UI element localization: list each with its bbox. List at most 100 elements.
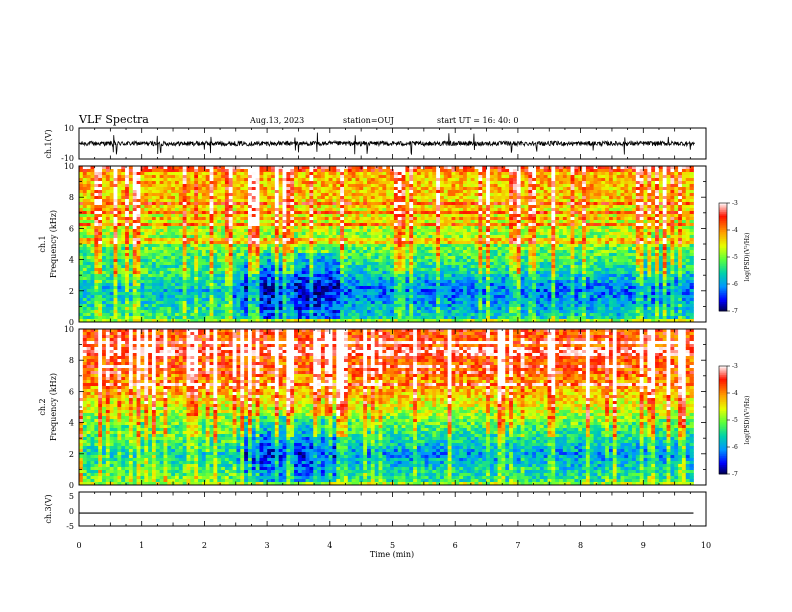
spectrogram-cell <box>159 298 164 302</box>
spectrogram-cell <box>163 301 168 305</box>
spectrogram-cell <box>186 316 191 320</box>
spectrogram-cell <box>155 298 161 302</box>
spectrogram-cell <box>313 253 318 257</box>
spectrogram-cell <box>213 268 218 272</box>
spectrogram-cell <box>432 223 437 227</box>
spectrogram-cell <box>436 238 441 242</box>
spectrogram-cell <box>155 211 161 215</box>
spectrogram-cell <box>144 259 149 263</box>
spectrogram-cell <box>432 316 437 320</box>
spectrogram-cell <box>305 229 310 233</box>
spectrogram-cell <box>370 289 376 293</box>
spectrogram-cell <box>351 223 356 227</box>
spectrogram-cell <box>401 190 406 194</box>
spectrogram-cell <box>328 199 333 203</box>
spectrogram-cell <box>213 196 218 200</box>
spectrogram-cell <box>105 301 111 305</box>
spectrogram-cell <box>190 199 195 203</box>
spectrogram-cell <box>409 262 414 266</box>
spectrogram-cell <box>244 208 249 212</box>
spectrogram-cell <box>328 253 333 257</box>
spectrogram-cell <box>117 187 122 191</box>
spectrogram-cell <box>236 241 241 245</box>
spectrogram-cell <box>259 226 264 230</box>
spectrogram-cell <box>355 316 360 320</box>
spectrogram-cell <box>286 289 291 293</box>
spectrogram-cell <box>370 286 376 290</box>
spectrogram-cell <box>213 184 218 188</box>
spectrogram-cell <box>178 250 184 254</box>
spectrogram-cell <box>232 169 237 173</box>
spectrogram-cell <box>163 169 168 173</box>
spectrogram-cell <box>244 247 249 251</box>
spectrogram-cell <box>367 241 372 245</box>
spectrogram-cell <box>440 211 445 215</box>
spectrogram-cell <box>213 259 218 263</box>
spectrogram-cell <box>125 319 130 323</box>
spectrogram-cell <box>355 166 360 170</box>
spectrogram-cell <box>290 166 295 170</box>
spectrogram-cell <box>363 301 368 305</box>
spectrogram-cell <box>136 169 141 173</box>
spectrogram-cell <box>171 178 176 182</box>
spectrogram-cell <box>144 205 149 209</box>
spectrogram-cell <box>271 229 276 233</box>
spectrogram-cell <box>163 223 168 227</box>
spectrogram-cell <box>132 235 138 239</box>
spectrogram-cell <box>217 244 222 248</box>
spectrogram-cell <box>140 187 145 191</box>
spectrogram-cell <box>282 184 287 188</box>
spectrogram-cell <box>267 256 272 260</box>
spectrogram-cell <box>90 313 95 317</box>
spectrogram-cell <box>324 274 330 278</box>
spectrogram-cell <box>175 169 180 173</box>
spectrogram-cell <box>267 181 272 185</box>
spectrogram-cell <box>121 238 126 242</box>
spectrogram-cell <box>209 193 214 197</box>
spectrogram-cell <box>163 190 168 194</box>
spectrogram-cell <box>263 232 268 236</box>
spectrogram-cell <box>82 286 88 290</box>
spectrogram-cell <box>416 187 422 191</box>
spectrogram-cell <box>401 184 406 188</box>
spectrogram-cell <box>405 172 410 176</box>
spectrogram-cell <box>378 181 383 185</box>
spectrogram-cell <box>205 244 210 248</box>
spectrogram-cell <box>393 262 399 266</box>
spectrogram-cell <box>436 253 441 257</box>
spectrogram-cell <box>286 187 291 191</box>
spectrogram-cell <box>236 169 241 173</box>
spectrogram-cell <box>340 253 345 257</box>
spectrogram-cell <box>90 223 95 227</box>
spectrogram-cell <box>259 169 264 173</box>
spectrogram-cell <box>401 217 406 221</box>
spectrogram-cell <box>351 298 356 302</box>
spectrogram-cell <box>386 283 391 287</box>
spectrogram-cell <box>247 289 253 293</box>
spectrogram-cell <box>405 223 410 227</box>
spectrogram-cell <box>367 193 372 197</box>
spectrogram-cell <box>370 280 376 284</box>
spectrogram-cell <box>228 226 234 230</box>
spectrogram-cell <box>363 304 368 308</box>
spectrogram-cell <box>194 265 199 269</box>
spectrogram-cell <box>105 226 111 230</box>
spectrogram-cell <box>282 181 287 185</box>
spectrogram-cell <box>320 178 326 182</box>
spectrogram-cell <box>90 199 95 203</box>
spectrogram-cell <box>209 295 214 299</box>
spectrogram-cell <box>309 256 314 260</box>
spectrogram-cell <box>432 319 437 323</box>
spectrogram-cell <box>144 196 149 200</box>
spectrogram-cell <box>328 259 333 263</box>
spectrogram-cell <box>82 316 88 320</box>
spectrogram-cell <box>247 271 253 275</box>
spectrogram-cell <box>82 271 88 275</box>
spectrogram-cell <box>340 223 345 227</box>
spectrogram-cell <box>140 190 145 194</box>
spectrogram-cell <box>409 181 414 185</box>
spectrogram-cell <box>386 301 391 305</box>
spectrogram-cell <box>247 274 253 278</box>
spectrogram-cell <box>320 259 326 263</box>
spectrogram-cell <box>90 262 95 266</box>
